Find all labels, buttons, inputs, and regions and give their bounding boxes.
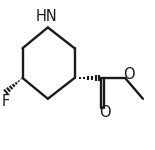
Text: F: F bbox=[1, 93, 10, 108]
Text: O: O bbox=[99, 105, 111, 120]
Text: HN: HN bbox=[35, 9, 57, 24]
Text: O: O bbox=[123, 67, 135, 82]
